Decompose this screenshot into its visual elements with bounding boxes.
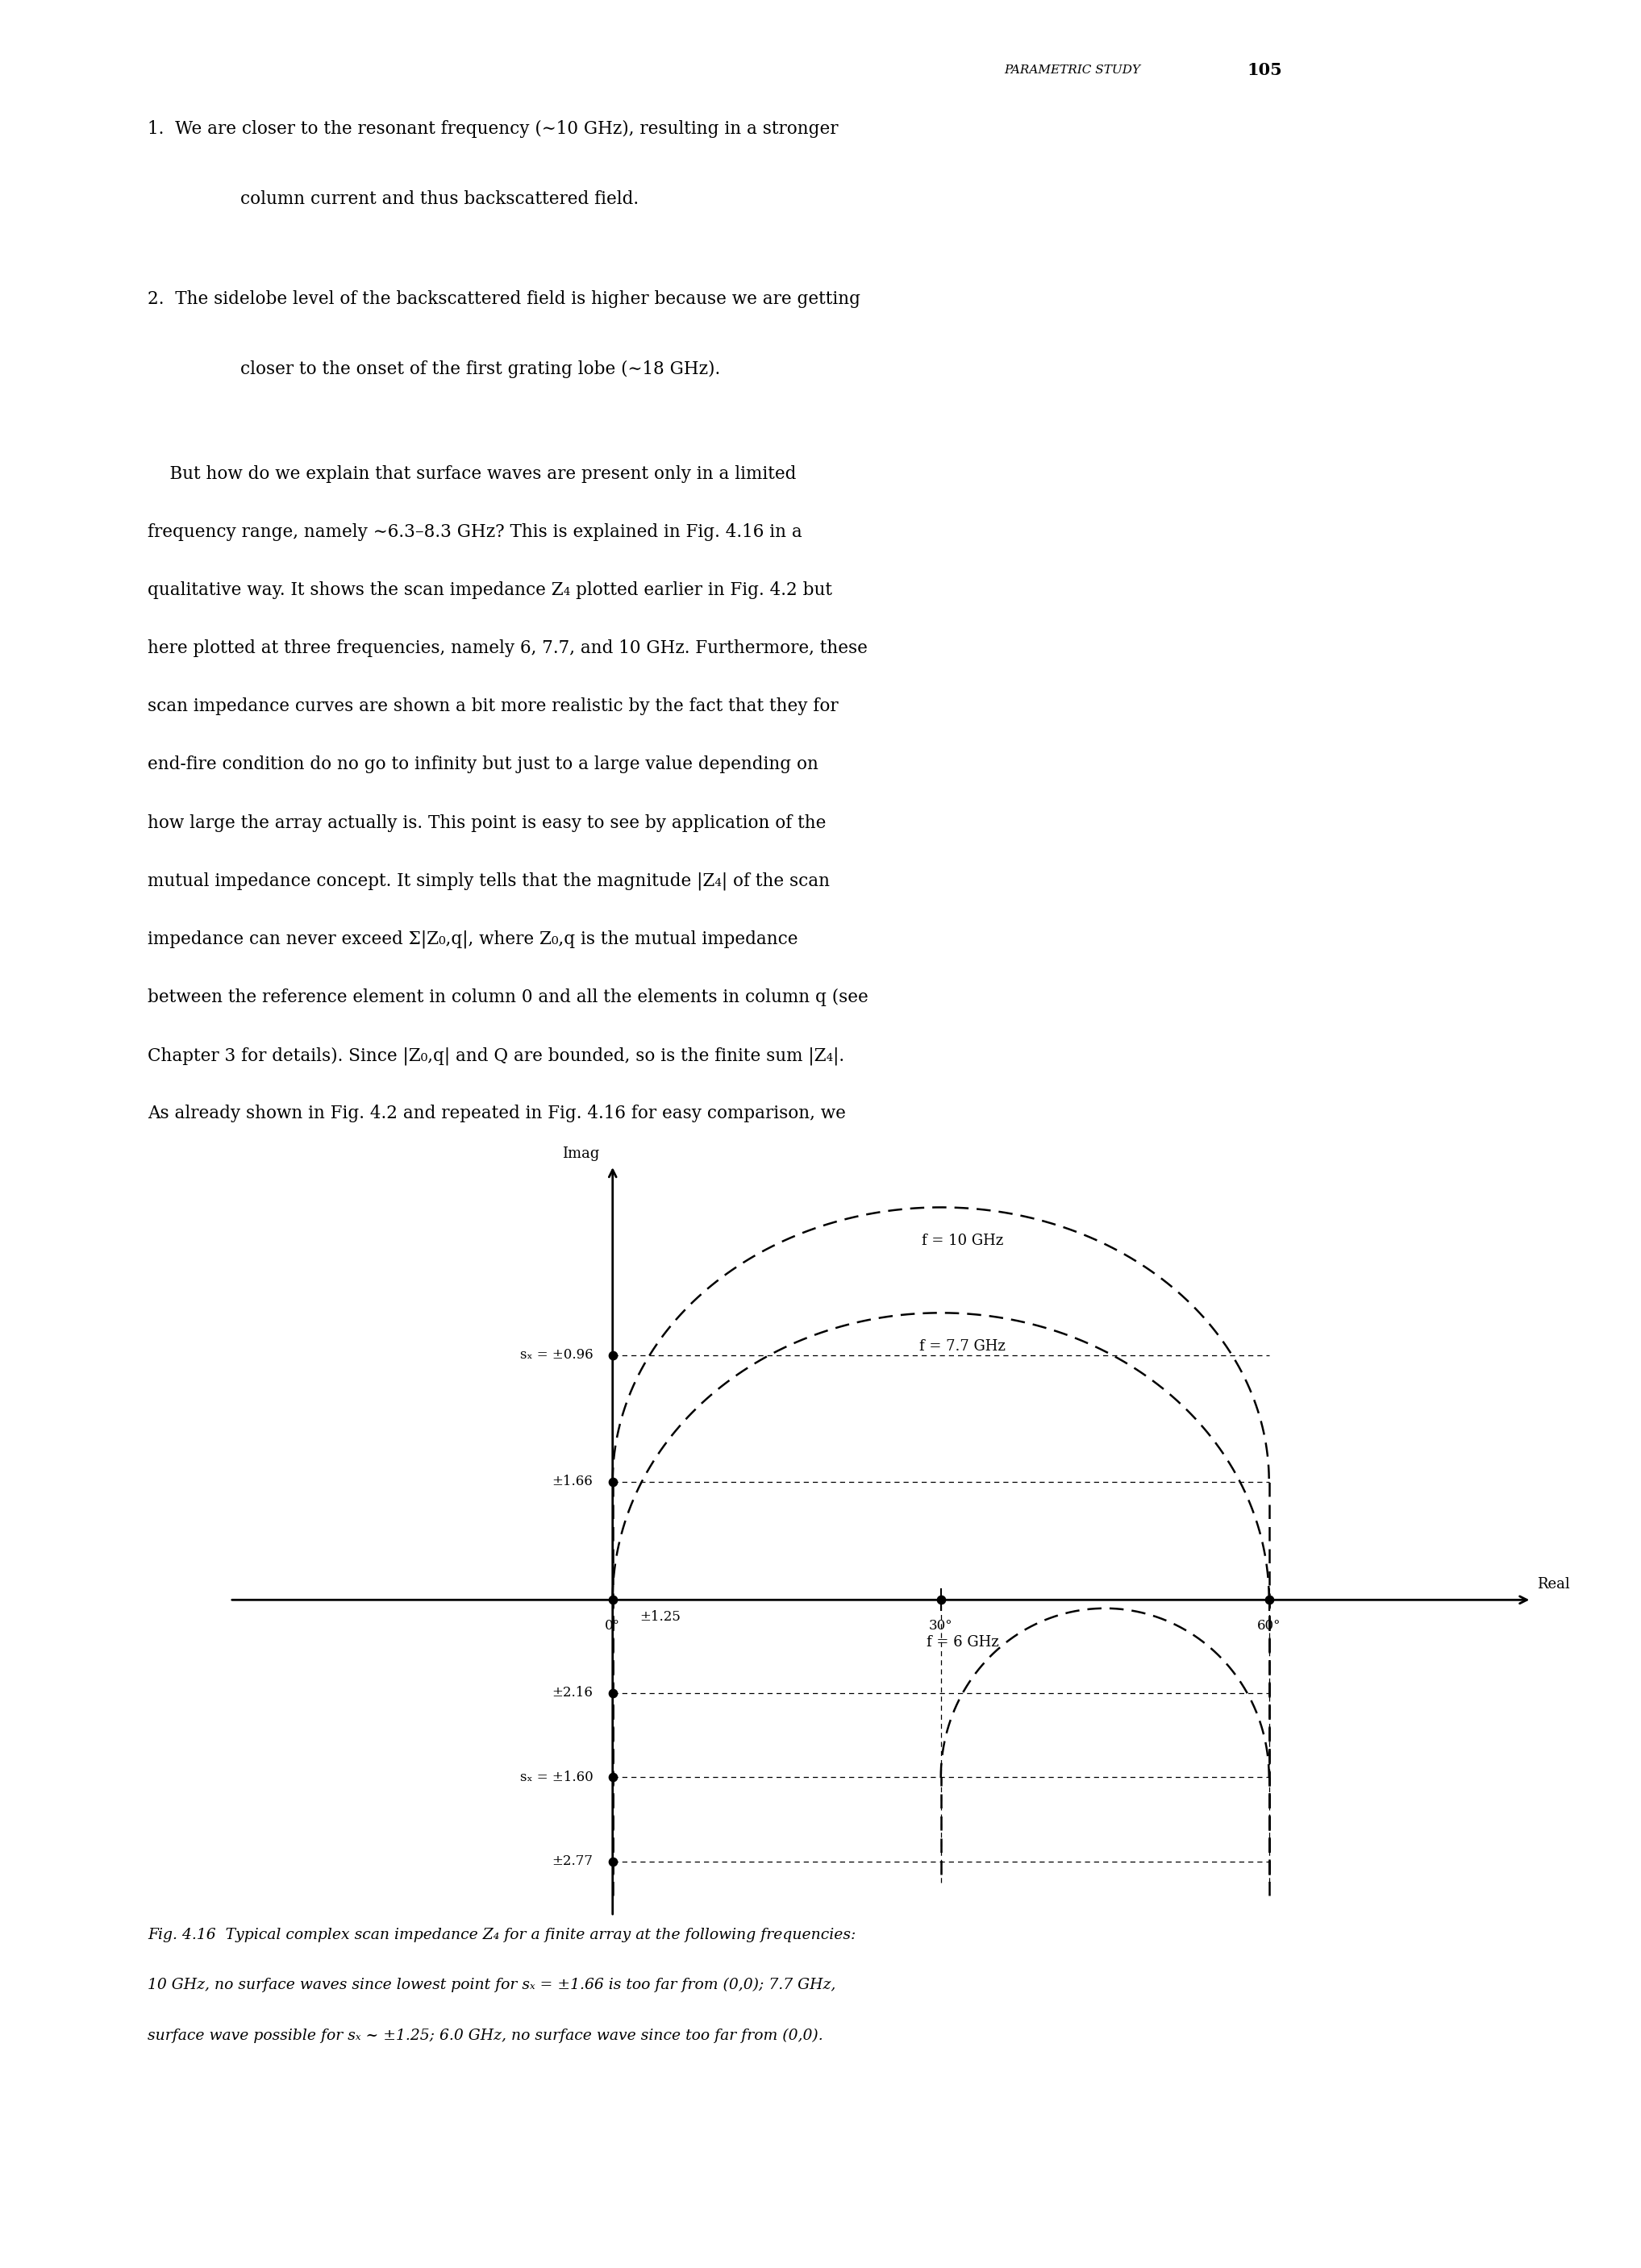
Point bbox=[599, 1674, 625, 1710]
Text: impedance can never exceed Σ|Z₀,q|, where Z₀,q is the mutual impedance: impedance can never exceed Σ|Z₀,q|, wher… bbox=[148, 930, 798, 948]
Text: 2.  The sidelobe level of the backscattered field is higher because we are getti: 2. The sidelobe level of the backscatter… bbox=[148, 290, 860, 308]
Text: Real: Real bbox=[1538, 1576, 1570, 1592]
Text: 60°: 60° bbox=[1257, 1619, 1282, 1633]
Text: ±1.66: ±1.66 bbox=[551, 1474, 592, 1488]
Text: Fig. 4.16  Typical complex scan impedance Z₄ for a finite array at the following: Fig. 4.16 Typical complex scan impedance… bbox=[148, 1928, 857, 1941]
Text: Chapter 3 for details). Since |Z₀,q| and Q are bounded, so is the finite sum |Z₄: Chapter 3 for details). Since |Z₀,q| and… bbox=[148, 1048, 845, 1066]
Text: how large the array actually is. This point is easy to see by application of the: how large the array actually is. This po… bbox=[148, 814, 825, 832]
Text: f = 7.7 GHz: f = 7.7 GHz bbox=[919, 1340, 1006, 1354]
Text: mutual impedance concept. It simply tells that the magnitude |Z₄| of the scan: mutual impedance concept. It simply tell… bbox=[148, 873, 830, 891]
Text: 1.  We are closer to the resonant frequency (∼10 GHz), resulting in a stronger: 1. We are closer to the resonant frequen… bbox=[148, 120, 839, 138]
Text: 10 GHz, no surface waves since lowest point for sₓ = ±1.66 is too far from (0,0): 10 GHz, no surface waves since lowest po… bbox=[148, 1978, 835, 1994]
Text: But how do we explain that surface waves are present only in a limited: But how do we explain that surface waves… bbox=[148, 465, 796, 483]
Text: PARAMETRIC STUDY: PARAMETRIC STUDY bbox=[1004, 66, 1140, 75]
Point bbox=[1255, 1581, 1282, 1617]
Text: qualitative way. It shows the scan impedance Z₄ plotted earlier in Fig. 4.2 but: qualitative way. It shows the scan imped… bbox=[148, 581, 832, 599]
Text: sₓ = ±1.60: sₓ = ±1.60 bbox=[520, 1771, 592, 1785]
Text: between the reference element in column 0 and all the elements in column q (see: between the reference element in column … bbox=[148, 989, 868, 1007]
Text: f = 6 GHz: f = 6 GHz bbox=[927, 1635, 999, 1649]
Text: 30°: 30° bbox=[929, 1619, 953, 1633]
Text: 0°: 0° bbox=[606, 1619, 620, 1633]
Text: here plotted at three frequencies, namely 6, 7.7, and 10 GHz. Furthermore, these: here plotted at three frequencies, namel… bbox=[148, 640, 868, 658]
Text: 105: 105 bbox=[1247, 61, 1282, 79]
Text: frequency range, namely ∼6.3–8.3 GHz? This is explained in Fig. 4.16 in a: frequency range, namely ∼6.3–8.3 GHz? Th… bbox=[148, 524, 802, 540]
Text: scan impedance curves are shown a bit more realistic by the fact that they for: scan impedance curves are shown a bit mo… bbox=[148, 699, 839, 714]
Point bbox=[599, 1581, 625, 1617]
Point bbox=[599, 1336, 625, 1372]
Text: ±1.25: ±1.25 bbox=[640, 1610, 681, 1624]
Text: ±2.77: ±2.77 bbox=[551, 1855, 592, 1869]
Text: closer to the onset of the first grating lobe (∼18 GHz).: closer to the onset of the first grating… bbox=[241, 361, 720, 379]
Point bbox=[599, 1844, 625, 1880]
Text: Imag: Imag bbox=[563, 1145, 599, 1161]
Text: sₓ = ±0.96: sₓ = ±0.96 bbox=[520, 1347, 592, 1361]
Point bbox=[599, 1463, 625, 1499]
Text: As already shown in Fig. 4.2 and repeated in Fig. 4.16 for easy comparison, we: As already shown in Fig. 4.2 and repeate… bbox=[148, 1105, 845, 1123]
Text: ±2.16: ±2.16 bbox=[551, 1685, 592, 1699]
Text: end-fire condition do no go to infinity but just to a large value depending on: end-fire condition do no go to infinity … bbox=[148, 755, 819, 773]
Point bbox=[927, 1581, 953, 1617]
Text: f = 10 GHz: f = 10 GHz bbox=[922, 1234, 1004, 1247]
Point bbox=[599, 1760, 625, 1796]
Text: column current and thus backscattered field.: column current and thus backscattered fi… bbox=[241, 191, 638, 209]
Text: surface wave possible for sₓ ~ ±1.25; 6.0 GHz, no surface wave since too far fro: surface wave possible for sₓ ~ ±1.25; 6.… bbox=[148, 2028, 824, 2043]
